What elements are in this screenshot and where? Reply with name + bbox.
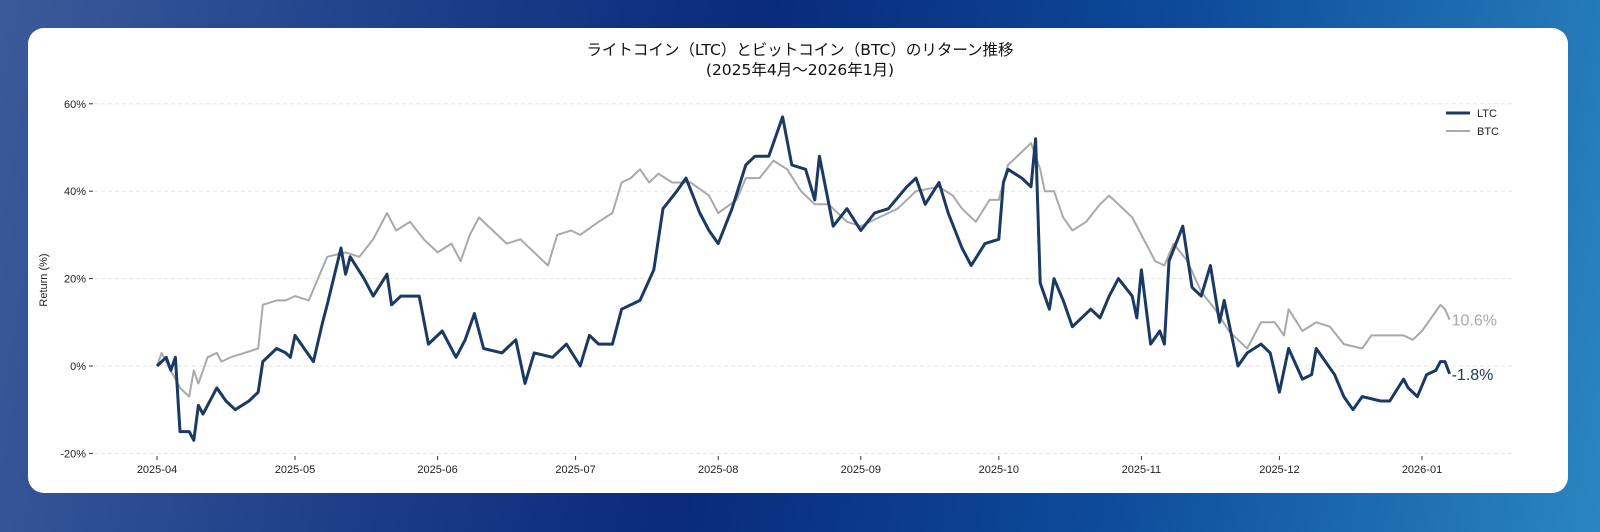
series-line-btc bbox=[156, 142, 1451, 398]
series-lines: 10.6% -1.8% bbox=[155, 115, 1497, 442]
y-axis: -20% 0% 20% 40% 60% bbox=[60, 99, 93, 460]
x-tick-label: 2025-10 bbox=[979, 464, 1019, 476]
y-axis-label: Return (%) bbox=[38, 253, 50, 306]
gridlines bbox=[94, 103, 1512, 454]
chart-subtitle: (2025年4月〜2026年1月) bbox=[705, 61, 895, 79]
x-tick-label: 2026-01 bbox=[1402, 464, 1442, 476]
end-label-btc: 10.6% bbox=[1452, 313, 1497, 330]
x-tick-label: 2025-12 bbox=[1259, 464, 1299, 476]
x-tick-label: 2025-08 bbox=[698, 464, 738, 476]
chart-card bbox=[28, 28, 1568, 493]
legend-label-ltc: LTC bbox=[1477, 108, 1497, 120]
y-tick-label: 0% bbox=[70, 361, 86, 373]
chart-title-line1: ライトコイン（LTC）とビットコイン（BTC）のリターン推移 bbox=[586, 41, 1014, 59]
legend-label-btc: BTC bbox=[1477, 126, 1499, 138]
x-tick-label: 2025-11 bbox=[1122, 464, 1162, 476]
x-tick-label: 2025-05 bbox=[275, 464, 315, 476]
x-tick-label: 2025-07 bbox=[555, 464, 595, 476]
legend: LTC BTC bbox=[1446, 108, 1499, 138]
end-label-ltc: -1.8% bbox=[1452, 367, 1494, 384]
x-axis: 2025-04 2025-05 2025-06 2025-07 2025-08 2025-… bbox=[137, 456, 1442, 476]
y-tick-label: 40% bbox=[64, 186, 86, 198]
y-tick-label: -20% bbox=[60, 448, 86, 460]
y-tick-label: 60% bbox=[64, 99, 86, 111]
x-tick-label: 2025-06 bbox=[417, 464, 457, 476]
chart-title: ライトコイン（LTC）とビットコイン（BTC）のリターン推移 (2025年4月〜… bbox=[0, 40, 1600, 80]
x-tick-label: 2025-04 bbox=[137, 464, 177, 476]
x-tick-label: 2025-09 bbox=[841, 464, 881, 476]
series-line-ltc bbox=[155, 115, 1452, 442]
y-tick-label: 20% bbox=[64, 274, 86, 286]
